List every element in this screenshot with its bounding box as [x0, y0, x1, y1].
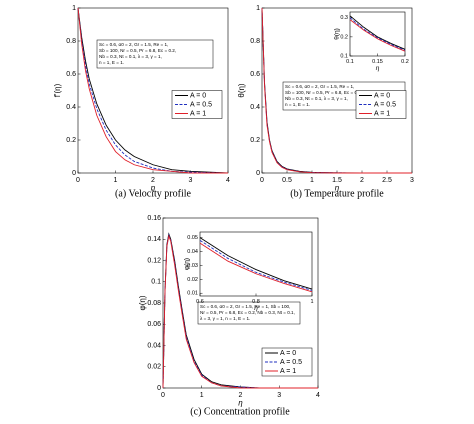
x-tick-label: 0	[260, 177, 264, 184]
y-tick-label: 0.4	[66, 104, 76, 111]
x-tick-label: 2	[360, 177, 364, 184]
annotation: λ = 3, γ = 1, n = 1, E = 1.	[200, 316, 250, 321]
x-axis-label: η	[254, 305, 258, 312]
x-tick-label: 3	[277, 392, 281, 399]
x-tick-label: 0	[76, 177, 80, 184]
y-tick-label: 0.04	[187, 249, 198, 255]
series-line	[77, 7, 229, 174]
x-axis-label: η	[335, 184, 340, 193]
series-line	[349, 17, 406, 51]
y-axis-label: θ(η)	[334, 28, 341, 40]
y-tick-label: 0.6	[66, 71, 76, 78]
x-tick-label: 4	[226, 177, 230, 184]
legend-label: A = 0.5	[190, 101, 212, 108]
x-tick-label: 1	[114, 177, 118, 184]
series-line	[349, 15, 406, 50]
x-tick-label: 0.8	[252, 299, 260, 305]
y-tick-label: 0.12	[147, 257, 161, 264]
x-tick-label: 0.6	[196, 299, 204, 305]
legend-label: A = 0	[280, 350, 296, 357]
x-tick-label: 1	[310, 177, 314, 184]
y-tick-label: 0	[157, 385, 161, 392]
legend-label: A = 0	[374, 92, 390, 99]
y-tick-label: 0.06	[147, 321, 161, 328]
y-axis-label: θ(η)	[237, 83, 246, 98]
x-tick-label: 3	[410, 177, 414, 184]
y-tick-label: 0.04	[147, 342, 161, 349]
annotation: Nb = 0.3, Nt = 0.1, λ = 3, γ = 1,	[99, 54, 162, 59]
y-tick-label: 0.8	[66, 38, 76, 45]
y-axis-label: φ(η)	[184, 258, 191, 270]
annotation: n = 1, E = 1.	[99, 60, 124, 65]
y-tick-label: 0	[72, 170, 76, 177]
x-tick-label: 1.5	[332, 177, 342, 184]
annotation-box	[96, 39, 214, 69]
x-tick-label: 0	[161, 392, 165, 399]
caption: (b) Temperature profile	[290, 188, 384, 199]
x-tick-label: 1	[200, 392, 204, 399]
x-tick-label: 0.1	[346, 59, 354, 65]
series-line	[77, 7, 228, 174]
y-tick-label: 0	[256, 170, 260, 177]
x-tick-label: 2	[151, 177, 155, 184]
x-axis-label: η	[238, 399, 243, 408]
y-axis-label: f'(η)	[53, 83, 62, 97]
annotation: Sb = 100, Nr = 0.5, Pr = 6.8, Ec = 0.2,	[285, 90, 362, 95]
y-tick-label: 0.2	[66, 137, 76, 144]
y-tick-label: 0.01	[187, 291, 198, 297]
y-tick-label: 0.02	[147, 364, 161, 371]
series-line	[199, 242, 313, 293]
legend-label: A = 0.5	[280, 359, 302, 366]
y-axis-label: φ(η)	[138, 295, 147, 310]
x-tick-label: 3	[189, 177, 193, 184]
annotation: Sb = 100, Nr = 0.5, Pr = 6.8, Ec = 0.2,	[99, 48, 176, 53]
y-tick-label: 0.02	[187, 277, 198, 283]
y-tick-label: 0.6	[250, 71, 260, 78]
x-tick-label: 0.15	[372, 59, 383, 65]
annotation: Nr = 0.5, Pr = 6.8, Ec = 0.2, Nb = 0.3, …	[200, 310, 295, 315]
y-tick-label: 1	[256, 5, 260, 12]
annotation: Nb = 0.3, Nt = 0.1, λ = 3, γ = 1,	[285, 96, 348, 101]
legend-label: A = 0	[190, 92, 206, 99]
x-axis-label: η	[376, 65, 380, 72]
annotation: Sc = 0.6, α0 = 2, Gr = 1.5, Re = 1,	[99, 42, 168, 47]
legend-label: A = 1	[374, 110, 390, 117]
series-line	[199, 237, 313, 290]
caption: (a) Velocity profile	[115, 188, 191, 199]
series-line	[162, 234, 318, 389]
y-tick-label: 0.8	[250, 38, 260, 45]
y-tick-label: 0.08	[147, 300, 161, 307]
x-tick-label: 2	[239, 392, 243, 399]
y-tick-label: 0.1	[151, 279, 161, 286]
x-tick-label: 0.5	[282, 177, 292, 184]
legend-label: A = 1	[190, 110, 206, 117]
y-tick-label: 0.03	[187, 263, 198, 269]
caption: (c) Concentration profile	[190, 406, 290, 417]
legend-label: A = 1	[280, 368, 296, 375]
y-tick-label: 0.16	[147, 215, 161, 222]
plot-frame	[349, 11, 406, 57]
y-tick-label: 0.3	[340, 15, 348, 21]
y-tick-label: 0.1	[340, 53, 348, 59]
y-tick-label: 0.2	[340, 34, 348, 40]
x-tick-label: 1	[310, 299, 313, 305]
y-tick-label: 0.14	[147, 236, 161, 243]
annotation: Sc = 0.6, α0 = 2, Gr = 1.5, Re = 1, Sb =…	[200, 304, 290, 309]
y-tick-label: 0.4	[250, 104, 260, 111]
y-tick-label: 0.05	[187, 235, 198, 241]
annotation: Sc = 0.6, α0 = 2, Gr = 1.5, Re = 1,	[285, 84, 354, 89]
x-axis-label: η	[151, 184, 156, 193]
x-tick-label: 0.2	[401, 59, 409, 65]
x-tick-label: 2.5	[382, 177, 392, 184]
series-line	[199, 239, 313, 291]
series-line	[261, 7, 412, 174]
legend-label: A = 0.5	[374, 101, 396, 108]
series-line	[349, 19, 406, 52]
annotation: n = 1, E = 1.	[285, 102, 310, 107]
x-tick-label: 4	[316, 392, 320, 399]
y-tick-label: 0.2	[250, 137, 260, 144]
y-tick-label: 1	[72, 5, 76, 12]
annotation-box	[197, 301, 301, 325]
